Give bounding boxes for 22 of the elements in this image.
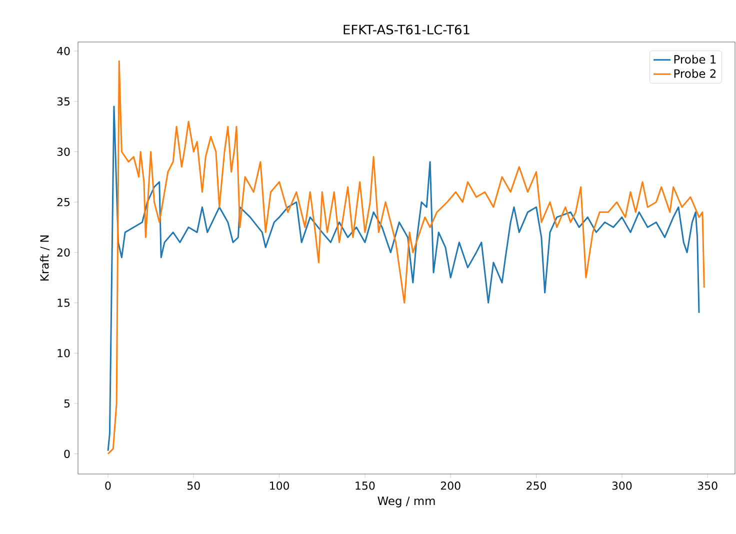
y-tick-label: 40 [57, 46, 70, 56]
y-tick-label: 20 [57, 248, 70, 257]
x-axis-title: Weg / mm [378, 496, 435, 508]
x-tick-label: 300 [612, 482, 632, 490]
x-tick-label: 200 [440, 482, 460, 490]
y-tick-label: 5 [64, 399, 70, 408]
x-tick-label: 150 [356, 482, 375, 490]
chart-title: EFKT-AS-T61-LC-T61 [344, 24, 470, 34]
legend-label: Probe 2 [674, 69, 716, 78]
y-tick-label: 35 [57, 97, 70, 106]
y-tick-label: 30 [57, 148, 70, 156]
y-tick-label: 25 [57, 198, 70, 206]
legend-label: Probe 1 [674, 54, 716, 64]
x-tick-label: 100 [270, 482, 290, 490]
x-tick-label: 50 [188, 482, 200, 490]
x-tick-label: 250 [526, 482, 546, 490]
y-axis-title: Kraft / N [40, 235, 50, 281]
y-tick-label: 15 [58, 298, 70, 307]
y-tick-label: 10 [58, 349, 70, 358]
x-tick-label: 0 [105, 482, 111, 490]
y-tick-label: 0 [64, 450, 70, 458]
x-tick-label: 350 [698, 482, 718, 490]
